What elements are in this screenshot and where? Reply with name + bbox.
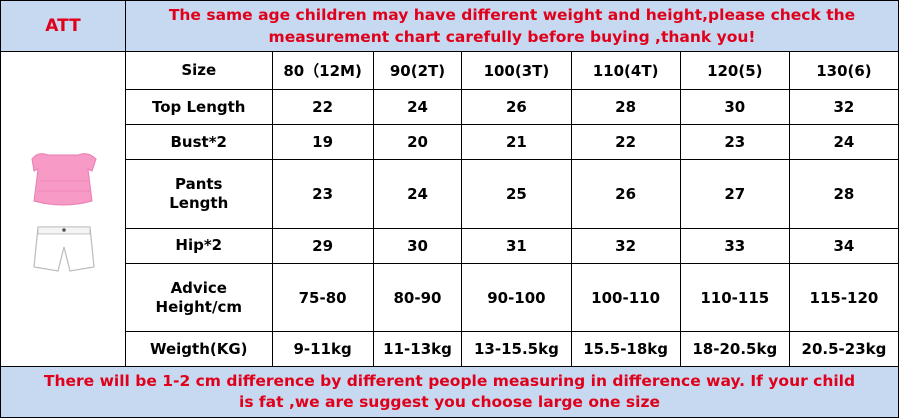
size-header: 80（12M) xyxy=(271,52,374,91)
size-header: 110(4T) xyxy=(570,52,681,91)
row-label: Advice Height/cm xyxy=(126,262,273,333)
row-label: Top Length xyxy=(126,89,273,126)
table-cell: 75-80 xyxy=(271,262,374,333)
table-cell: 22 xyxy=(570,124,681,161)
row-label: Pants Length xyxy=(126,159,273,229)
table-cell: 100-110 xyxy=(570,262,681,333)
table-cell: 34 xyxy=(788,227,898,264)
table-cell: 26 xyxy=(461,89,572,126)
table-row: Pants Length 23 24 25 26 27 28 xyxy=(126,159,898,229)
table-cell: 80-90 xyxy=(372,262,463,333)
table-row: Size 80（12M) 90(2T) 100(3T) 110(4T) 120(5) 130… xyxy=(126,52,898,91)
row-label: Weigth(KG) xyxy=(126,331,273,366)
table-cell: 11-13kg xyxy=(372,331,463,366)
table-row: Weigth(KG) 9-11kg 11-13kg 13-15.5kg 15.5-18k… xyxy=(126,331,898,366)
size-header: 100(3T) xyxy=(461,52,572,91)
table-cell: 13-15.5kg xyxy=(461,331,572,366)
table-row: Top Length 22 24 26 28 30 32 xyxy=(126,89,898,126)
table-cell: 115-120 xyxy=(788,262,898,333)
table-cell: 28 xyxy=(788,159,898,229)
table-cell: 19 xyxy=(271,124,374,161)
row-label: Hip*2 xyxy=(126,227,273,264)
size-header: 90(2T) xyxy=(372,52,463,91)
table-cell: 29 xyxy=(271,227,374,264)
table-cell: 20.5-23kg xyxy=(788,331,898,366)
size-header: 130(6) xyxy=(788,52,898,91)
table-row: Hip*2 29 30 31 32 33 34 xyxy=(126,227,898,264)
table-cell: 32 xyxy=(788,89,898,126)
header: ATT The same age children may have diffe… xyxy=(1,1,898,52)
table-cell: 24 xyxy=(788,124,898,161)
footer-note: There will be 1-2 cm difference by diffe… xyxy=(1,366,898,417)
table-cell: 24 xyxy=(372,89,463,126)
table-cell: 24 xyxy=(372,159,463,229)
notice: The same age children may have different… xyxy=(168,6,856,46)
table-cell: 18-20.5kg xyxy=(679,331,790,366)
table-cell: 26 xyxy=(570,159,681,229)
table-cell: 28 xyxy=(570,89,681,126)
table-cell: 22 xyxy=(271,89,374,126)
table-cell: 21 xyxy=(461,124,572,161)
row-label: Size xyxy=(126,52,273,91)
size-header: 120(5) xyxy=(679,52,790,91)
table-cell: 9-11kg xyxy=(271,331,374,366)
table-cell: 15.5-18kg xyxy=(570,331,681,366)
table-cell: 23 xyxy=(679,124,790,161)
table-row: Bust*2 19 20 21 22 23 24 xyxy=(126,124,898,161)
outfit-drawing xyxy=(31,153,97,272)
table-cell: 30 xyxy=(679,89,790,126)
size-table: Size 80（12M) 90(2T) 100(3T) 110(4T) 120(5) 130… xyxy=(126,52,898,366)
table-row: Advice Height/cm 75-80 80-90 90-100 100-110 1… xyxy=(126,262,898,333)
product-image xyxy=(1,52,126,366)
table-cell: 33 xyxy=(679,227,790,264)
table-cell: 27 xyxy=(679,159,790,229)
table-cell: 20 xyxy=(372,124,463,161)
table-cell: 31 xyxy=(461,227,572,264)
table-cell: 23 xyxy=(271,159,374,229)
row-label: Bust*2 xyxy=(126,124,273,161)
table-cell: 30 xyxy=(372,227,463,264)
body: Size 80（12M) 90(2T) 100(3T) 110(4T) 120(5) 130… xyxy=(1,52,898,366)
table-cell: 32 xyxy=(570,227,681,264)
table-cell: 25 xyxy=(461,159,572,229)
att-label: ATT xyxy=(1,1,126,51)
table-cell: 90-100 xyxy=(461,262,572,333)
table-cell: 110-115 xyxy=(679,262,790,333)
